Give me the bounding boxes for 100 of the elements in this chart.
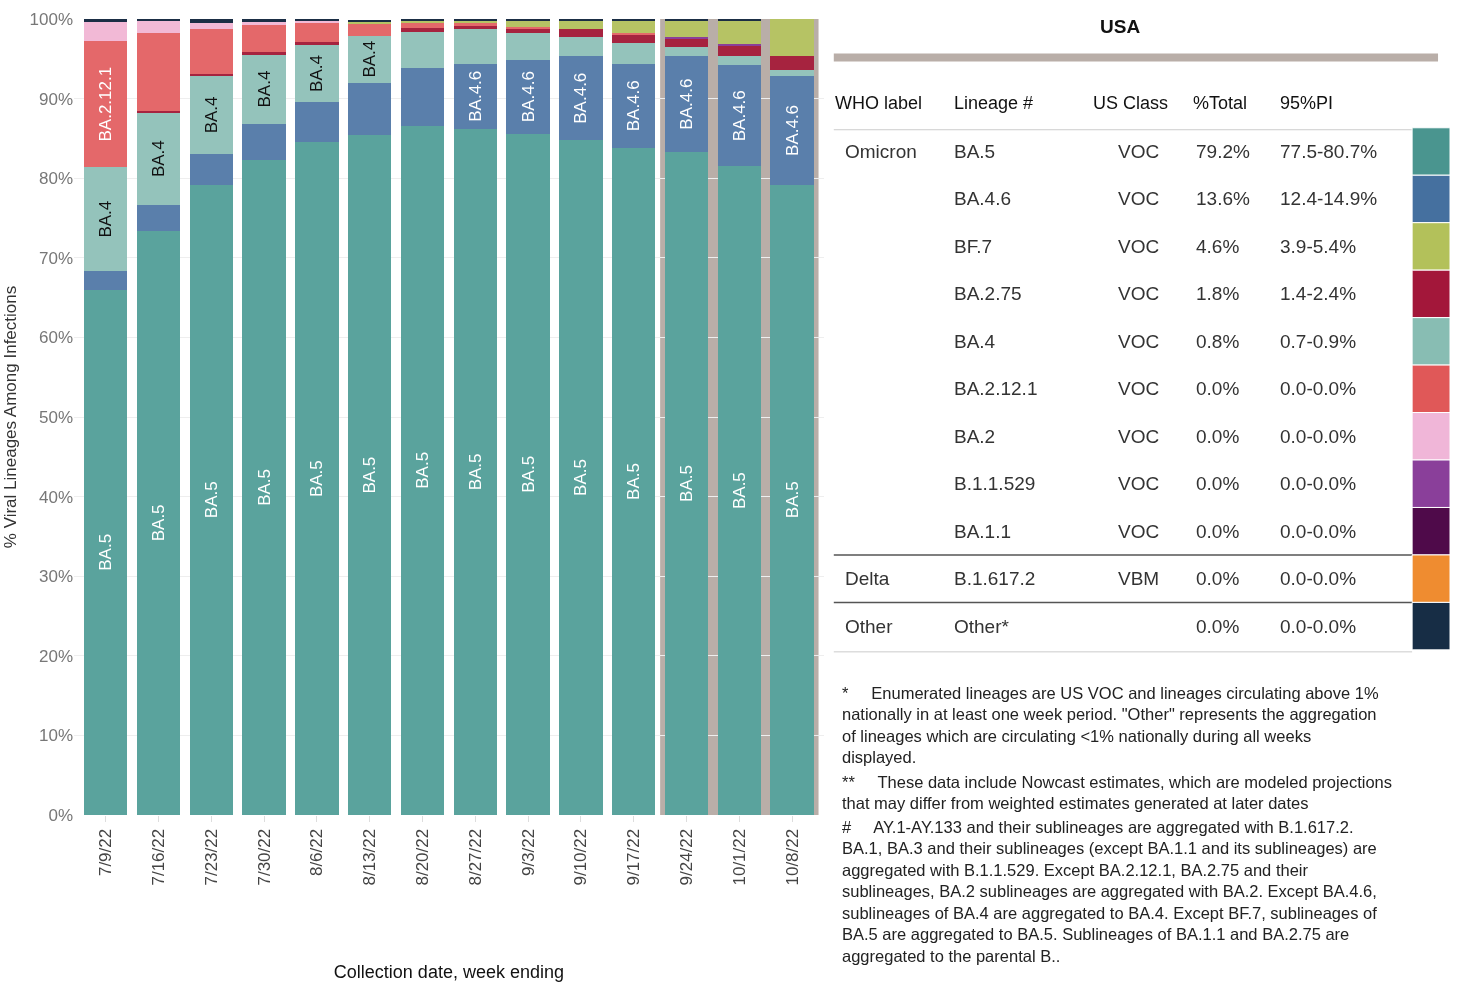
bar xyxy=(664,56,709,152)
x-tick-label: 9/17/22 xyxy=(624,828,644,886)
x-tick-label: 8/6/22 xyxy=(307,828,327,877)
x-tick-label: 10/8/22 xyxy=(782,828,802,886)
y-tick-label: 70% xyxy=(38,248,73,268)
data-label: BA.4 xyxy=(307,55,327,92)
bar xyxy=(400,67,445,126)
y-tick-label: 10% xyxy=(38,726,73,746)
text: BA.2.75 xyxy=(954,283,1022,304)
data-label: BA.4.6 xyxy=(571,72,591,124)
bar xyxy=(84,271,128,290)
bar xyxy=(242,25,286,53)
text: VOC xyxy=(1118,426,1160,447)
bar xyxy=(770,76,814,185)
text: 0.0-0.0% xyxy=(1280,616,1357,637)
data-label: BA.5 xyxy=(148,504,168,542)
category-label: 95%PI xyxy=(1280,93,1334,113)
x-tick-label: 9/10/22 xyxy=(571,828,591,886)
text: B.1.617.2 xyxy=(954,568,1036,589)
bar xyxy=(189,22,233,30)
text: 0.7-0.9% xyxy=(1280,331,1357,352)
text: ** These data include Nowcast estimates, which are modeled projections that may differ from weighted estimates generated at later dates xyxy=(842,773,1392,813)
data-label: BA.5 xyxy=(96,533,116,571)
bar xyxy=(189,184,233,815)
bar xyxy=(717,56,761,66)
text: 0.0% xyxy=(1196,378,1240,399)
text: VOC xyxy=(1118,141,1160,162)
text: 0.0% xyxy=(1196,521,1240,542)
y-tick-label: 30% xyxy=(38,567,73,587)
bar xyxy=(84,41,128,168)
x-tick-label: 8/13/22 xyxy=(360,828,380,886)
data-label: BA.4 xyxy=(254,70,274,108)
bar xyxy=(400,27,445,32)
bar xyxy=(770,55,814,70)
y-tick-label: 20% xyxy=(38,646,73,666)
text: # AY.1-AY.133 and their sublineages are aggregated with B.1.617.2. BA.1, BA.3 and their sublineages (except BA.1.1 and its sublineages) are aggregated with B.1.1.529. Except BA.2.12.1, BA.2.75 and their sublineages, BA.2 sublineages are aggregated with BA.2. Except BA.4.6, sublineages of BA.4 are aggregated to BA.4. Except BF.7, sublineages of BA.5 are aggregated to BA.5. Sublineages of BA.1.1 and BA.2.75 are aggregated to the parental B.. xyxy=(842,818,1378,965)
bar xyxy=(348,82,392,136)
data-label: BA.4.6 xyxy=(729,90,749,142)
data-label: BA.4 xyxy=(96,200,116,238)
text: Other xyxy=(845,616,893,637)
text: BF.7 xyxy=(954,236,993,257)
bar xyxy=(136,112,181,206)
bar xyxy=(84,19,128,23)
data-label: BA.5 xyxy=(360,456,380,494)
x-tick-label: 8/27/22 xyxy=(465,828,485,886)
text: 0.0-0.0% xyxy=(1280,521,1357,542)
data-label: BA.5 xyxy=(518,455,538,493)
text: BA.4 xyxy=(954,331,996,352)
bar xyxy=(717,65,761,167)
bar xyxy=(242,124,286,160)
y-tick-label: 100% xyxy=(29,9,73,29)
bar xyxy=(770,19,814,56)
bar xyxy=(506,26,550,29)
data-label: BA.5 xyxy=(677,465,697,502)
bar xyxy=(612,147,656,815)
bar xyxy=(559,21,603,30)
bar xyxy=(136,21,181,34)
text: 1.4-2.4% xyxy=(1280,283,1357,304)
data-label: BA.5 xyxy=(413,451,433,489)
bar xyxy=(400,22,445,28)
bar xyxy=(84,289,128,815)
y-tick-label: 80% xyxy=(38,169,73,189)
bar xyxy=(242,54,286,125)
data-label: BA.2.12.1 xyxy=(96,66,116,142)
bar xyxy=(453,22,497,27)
bar xyxy=(559,29,603,38)
bar xyxy=(400,125,445,815)
text: 0.0% xyxy=(1196,426,1240,447)
bar xyxy=(506,33,550,60)
y-tick-label: 90% xyxy=(38,89,73,109)
data-label: BA.5 xyxy=(624,463,644,500)
bar xyxy=(348,135,392,815)
x-tick-label: 9/3/22 xyxy=(518,828,538,877)
text: VOC xyxy=(1118,188,1160,209)
x-tick-label: 7/16/22 xyxy=(149,828,169,886)
bar xyxy=(189,29,233,74)
text: VOC xyxy=(1118,378,1160,399)
category-label: %Total xyxy=(1193,93,1248,113)
bar xyxy=(189,154,233,185)
bar xyxy=(506,21,550,27)
text: 0.0-0.0% xyxy=(1280,426,1357,447)
data-label: BA.5 xyxy=(307,460,327,498)
data-label: BA.4.6 xyxy=(782,104,802,156)
text: 0.0-0.0% xyxy=(1280,378,1357,399)
y-tick-label: 60% xyxy=(38,328,73,348)
y-tick-label: 50% xyxy=(38,407,73,427)
text: 3.9-5.4% xyxy=(1280,236,1357,257)
bar xyxy=(242,159,286,815)
text: 0.0-0.0% xyxy=(1280,473,1357,494)
bar xyxy=(84,167,128,272)
bar xyxy=(717,21,761,44)
x-tick-label: 7/9/22 xyxy=(96,828,116,877)
bar xyxy=(295,42,339,46)
text: VOC xyxy=(1118,236,1160,257)
data-label: BA.5 xyxy=(254,469,274,506)
text: Other* xyxy=(954,616,1009,637)
bar xyxy=(136,33,181,111)
data-label: BA.5 xyxy=(571,459,591,496)
bar xyxy=(189,75,233,155)
text: * Enumerated lineages are US VOC and lineages circulating above 1% nationally in at least one week period. "Other" represents the aggregation of lineages which are circulating <1% nationally during all weeks displayed. xyxy=(842,684,1379,767)
